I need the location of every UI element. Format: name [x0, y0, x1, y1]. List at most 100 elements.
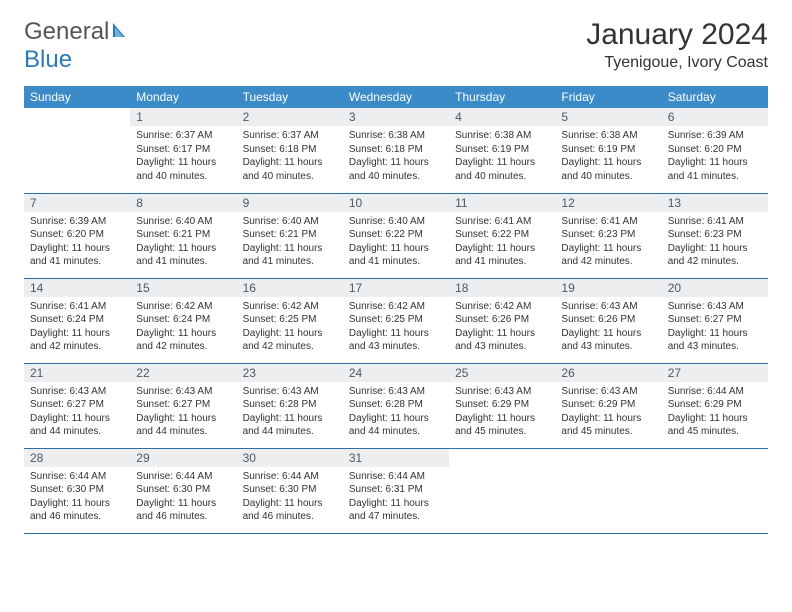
calendar-cell: 12Sunrise: 6:41 AMSunset: 6:23 PMDayligh… [555, 193, 661, 278]
day-details: Sunrise: 6:39 AMSunset: 6:20 PMDaylight:… [662, 126, 768, 187]
sail-icon [111, 18, 131, 46]
day-number: 17 [343, 279, 449, 297]
calendar-cell: 8Sunrise: 6:40 AMSunset: 6:21 PMDaylight… [130, 193, 236, 278]
calendar-row: 21Sunrise: 6:43 AMSunset: 6:27 PMDayligh… [24, 363, 768, 448]
brand-part1: General [24, 18, 109, 45]
day-details: Sunrise: 6:37 AMSunset: 6:17 PMDaylight:… [130, 126, 236, 187]
calendar-cell: 20Sunrise: 6:43 AMSunset: 6:27 PMDayligh… [662, 278, 768, 363]
calendar-cell: 13Sunrise: 6:41 AMSunset: 6:23 PMDayligh… [662, 193, 768, 278]
calendar-cell: 15Sunrise: 6:42 AMSunset: 6:24 PMDayligh… [130, 278, 236, 363]
day-details: Sunrise: 6:41 AMSunset: 6:22 PMDaylight:… [449, 212, 555, 273]
day-number: 9 [237, 194, 343, 212]
day-details: Sunrise: 6:44 AMSunset: 6:30 PMDaylight:… [130, 467, 236, 528]
day-details: Sunrise: 6:42 AMSunset: 6:26 PMDaylight:… [449, 297, 555, 358]
day-details: Sunrise: 6:38 AMSunset: 6:19 PMDaylight:… [449, 126, 555, 187]
calendar-cell-empty [555, 448, 661, 533]
day-details: Sunrise: 6:44 AMSunset: 6:29 PMDaylight:… [662, 382, 768, 443]
day-number: 7 [24, 194, 130, 212]
day-details: Sunrise: 6:43 AMSunset: 6:27 PMDaylight:… [130, 382, 236, 443]
day-number: 20 [662, 279, 768, 297]
calendar-cell: 18Sunrise: 6:42 AMSunset: 6:26 PMDayligh… [449, 278, 555, 363]
calendar-cell-empty [449, 448, 555, 533]
calendar-cell: 1Sunrise: 6:37 AMSunset: 6:17 PMDaylight… [130, 108, 236, 193]
day-details: Sunrise: 6:43 AMSunset: 6:27 PMDaylight:… [24, 382, 130, 443]
calendar-cell-empty [662, 448, 768, 533]
calendar-cell: 6Sunrise: 6:39 AMSunset: 6:20 PMDaylight… [662, 108, 768, 193]
day-details: Sunrise: 6:44 AMSunset: 6:31 PMDaylight:… [343, 467, 449, 528]
month-title: January 2024 [586, 18, 768, 52]
calendar-row: 1Sunrise: 6:37 AMSunset: 6:17 PMDaylight… [24, 108, 768, 193]
day-details: Sunrise: 6:38 AMSunset: 6:18 PMDaylight:… [343, 126, 449, 187]
weekday-header: Tuesday [237, 86, 343, 108]
calendar-row: 14Sunrise: 6:41 AMSunset: 6:24 PMDayligh… [24, 278, 768, 363]
day-number: 30 [237, 449, 343, 467]
weekday-header: Friday [555, 86, 661, 108]
calendar-cell: 25Sunrise: 6:43 AMSunset: 6:29 PMDayligh… [449, 363, 555, 448]
calendar-cell: 31Sunrise: 6:44 AMSunset: 6:31 PMDayligh… [343, 448, 449, 533]
day-number: 11 [449, 194, 555, 212]
day-number: 19 [555, 279, 661, 297]
location-text: Tyenigoue, Ivory Coast [586, 54, 768, 72]
day-number: 6 [662, 108, 768, 126]
day-number: 27 [662, 364, 768, 382]
calendar-cell: 26Sunrise: 6:43 AMSunset: 6:29 PMDayligh… [555, 363, 661, 448]
calendar-body: 1Sunrise: 6:37 AMSunset: 6:17 PMDaylight… [24, 108, 768, 533]
day-number: 15 [130, 279, 236, 297]
calendar-cell: 5Sunrise: 6:38 AMSunset: 6:19 PMDaylight… [555, 108, 661, 193]
brand-logo: GeneralBlue [24, 18, 131, 74]
header: GeneralBlue January 2024 Tyenigoue, Ivor… [24, 18, 768, 74]
day-details: Sunrise: 6:42 AMSunset: 6:25 PMDaylight:… [343, 297, 449, 358]
weekday-header: Monday [130, 86, 236, 108]
day-details: Sunrise: 6:37 AMSunset: 6:18 PMDaylight:… [237, 126, 343, 187]
calendar-cell: 24Sunrise: 6:43 AMSunset: 6:28 PMDayligh… [343, 363, 449, 448]
calendar-cell: 17Sunrise: 6:42 AMSunset: 6:25 PMDayligh… [343, 278, 449, 363]
day-details: Sunrise: 6:43 AMSunset: 6:27 PMDaylight:… [662, 297, 768, 358]
calendar-cell: 29Sunrise: 6:44 AMSunset: 6:30 PMDayligh… [130, 448, 236, 533]
day-details: Sunrise: 6:41 AMSunset: 6:23 PMDaylight:… [662, 212, 768, 273]
day-details: Sunrise: 6:41 AMSunset: 6:23 PMDaylight:… [555, 212, 661, 273]
calendar-cell: 10Sunrise: 6:40 AMSunset: 6:22 PMDayligh… [343, 193, 449, 278]
calendar-table: SundayMondayTuesdayWednesdayThursdayFrid… [24, 86, 768, 534]
calendar-cell: 9Sunrise: 6:40 AMSunset: 6:21 PMDaylight… [237, 193, 343, 278]
calendar-row: 28Sunrise: 6:44 AMSunset: 6:30 PMDayligh… [24, 448, 768, 533]
calendar-cell: 14Sunrise: 6:41 AMSunset: 6:24 PMDayligh… [24, 278, 130, 363]
weekday-header: Thursday [449, 86, 555, 108]
day-details: Sunrise: 6:44 AMSunset: 6:30 PMDaylight:… [237, 467, 343, 528]
day-number: 18 [449, 279, 555, 297]
calendar-cell: 7Sunrise: 6:39 AMSunset: 6:20 PMDaylight… [24, 193, 130, 278]
title-block: January 2024 Tyenigoue, Ivory Coast [586, 18, 768, 72]
calendar-cell: 27Sunrise: 6:44 AMSunset: 6:29 PMDayligh… [662, 363, 768, 448]
day-number: 28 [24, 449, 130, 467]
day-number: 25 [449, 364, 555, 382]
calendar-row: 7Sunrise: 6:39 AMSunset: 6:20 PMDaylight… [24, 193, 768, 278]
day-number: 31 [343, 449, 449, 467]
day-details: Sunrise: 6:43 AMSunset: 6:28 PMDaylight:… [237, 382, 343, 443]
day-number: 3 [343, 108, 449, 126]
calendar-cell: 22Sunrise: 6:43 AMSunset: 6:27 PMDayligh… [130, 363, 236, 448]
day-details: Sunrise: 6:40 AMSunset: 6:22 PMDaylight:… [343, 212, 449, 273]
calendar-cell: 21Sunrise: 6:43 AMSunset: 6:27 PMDayligh… [24, 363, 130, 448]
calendar-cell: 4Sunrise: 6:38 AMSunset: 6:19 PMDaylight… [449, 108, 555, 193]
day-details: Sunrise: 6:43 AMSunset: 6:28 PMDaylight:… [343, 382, 449, 443]
calendar-cell: 23Sunrise: 6:43 AMSunset: 6:28 PMDayligh… [237, 363, 343, 448]
calendar-cell: 30Sunrise: 6:44 AMSunset: 6:30 PMDayligh… [237, 448, 343, 533]
calendar-cell: 28Sunrise: 6:44 AMSunset: 6:30 PMDayligh… [24, 448, 130, 533]
weekday-header: Wednesday [343, 86, 449, 108]
day-number: 13 [662, 194, 768, 212]
day-details: Sunrise: 6:39 AMSunset: 6:20 PMDaylight:… [24, 212, 130, 273]
day-details: Sunrise: 6:38 AMSunset: 6:19 PMDaylight:… [555, 126, 661, 187]
day-number: 24 [343, 364, 449, 382]
calendar-cell: 2Sunrise: 6:37 AMSunset: 6:18 PMDaylight… [237, 108, 343, 193]
day-details: Sunrise: 6:43 AMSunset: 6:26 PMDaylight:… [555, 297, 661, 358]
brand-part2: Blue [24, 46, 72, 73]
calendar-cell-empty [24, 108, 130, 193]
calendar-cell: 3Sunrise: 6:38 AMSunset: 6:18 PMDaylight… [343, 108, 449, 193]
day-details: Sunrise: 6:40 AMSunset: 6:21 PMDaylight:… [237, 212, 343, 273]
day-details: Sunrise: 6:43 AMSunset: 6:29 PMDaylight:… [449, 382, 555, 443]
day-number: 1 [130, 108, 236, 126]
weekday-header-row: SundayMondayTuesdayWednesdayThursdayFrid… [24, 86, 768, 108]
day-number: 16 [237, 279, 343, 297]
day-details: Sunrise: 6:41 AMSunset: 6:24 PMDaylight:… [24, 297, 130, 358]
day-number: 10 [343, 194, 449, 212]
calendar-cell: 11Sunrise: 6:41 AMSunset: 6:22 PMDayligh… [449, 193, 555, 278]
